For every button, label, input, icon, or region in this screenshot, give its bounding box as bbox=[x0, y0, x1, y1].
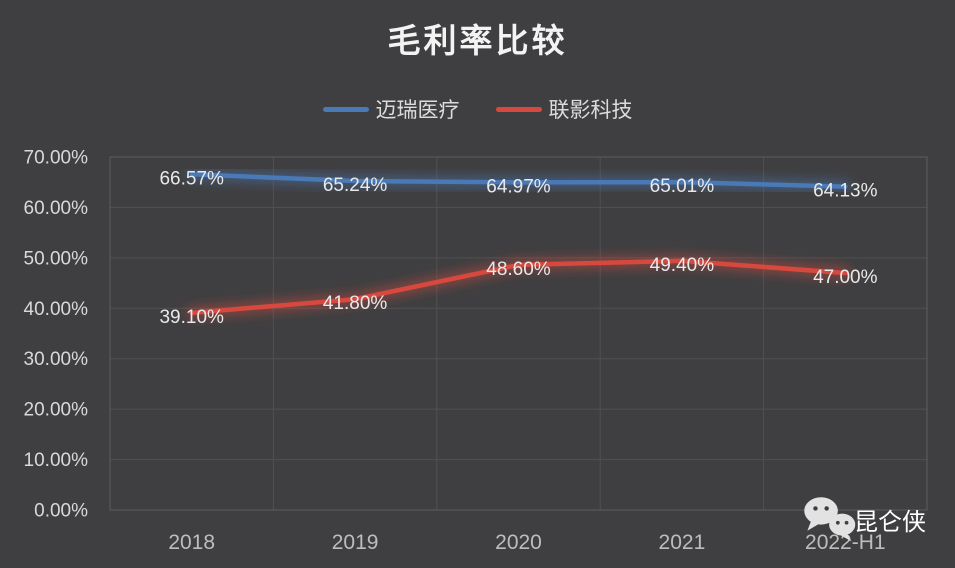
legend: 迈瑞医疗 联影科技 bbox=[0, 94, 955, 124]
wechat-icon bbox=[804, 497, 856, 542]
y-tick-label: 60.00% bbox=[24, 198, 89, 219]
x-tick-label: 2021 bbox=[659, 531, 706, 554]
data-label: 39.10% bbox=[159, 307, 224, 328]
legend-line-swatch-blue bbox=[322, 106, 369, 112]
y-tick-label: 10.00% bbox=[24, 450, 89, 471]
data-label: 65.01% bbox=[650, 176, 715, 197]
y-tick-label: 40.00% bbox=[24, 299, 89, 320]
legend-item-mindray: 迈瑞医疗 bbox=[322, 94, 460, 124]
legend-label-mindray: 迈瑞医疗 bbox=[375, 98, 460, 122]
legend-line-swatch-red bbox=[495, 106, 542, 112]
series-line bbox=[189, 258, 848, 316]
x-tick-label: 2019 bbox=[332, 531, 379, 554]
y-tick-label: 70.00% bbox=[24, 148, 89, 169]
y-tick-label: 20.00% bbox=[24, 400, 89, 421]
series-line bbox=[189, 172, 848, 189]
legend-item-united-imaging: 联影科技 bbox=[495, 94, 633, 124]
y-tick-label: 30.00% bbox=[24, 349, 89, 370]
x-tick-label: 2018 bbox=[168, 531, 215, 554]
watermark-text: 昆仑侠 bbox=[854, 508, 926, 536]
data-label: 65.24% bbox=[323, 175, 388, 196]
data-label: 48.60% bbox=[486, 259, 551, 280]
chart-title: 毛利率比较 bbox=[387, 21, 568, 60]
y-tick-label: 0.00% bbox=[34, 501, 88, 522]
data-label: 64.13% bbox=[813, 181, 878, 202]
y-tick-label: 50.00% bbox=[24, 248, 89, 269]
x-tick-label: 2022-H1 bbox=[805, 531, 886, 554]
data-label: 49.40% bbox=[650, 255, 715, 276]
legend-label-united-imaging: 联影科技 bbox=[548, 98, 633, 122]
watermark: 昆仑侠 bbox=[802, 496, 926, 542]
data-label: 66.57% bbox=[159, 168, 224, 189]
plot-border bbox=[109, 156, 928, 511]
data-label: 47.00% bbox=[813, 267, 878, 288]
data-label: 64.97% bbox=[486, 176, 551, 197]
x-tick-label: 2020 bbox=[495, 531, 542, 554]
data-label: 41.80% bbox=[323, 293, 388, 314]
